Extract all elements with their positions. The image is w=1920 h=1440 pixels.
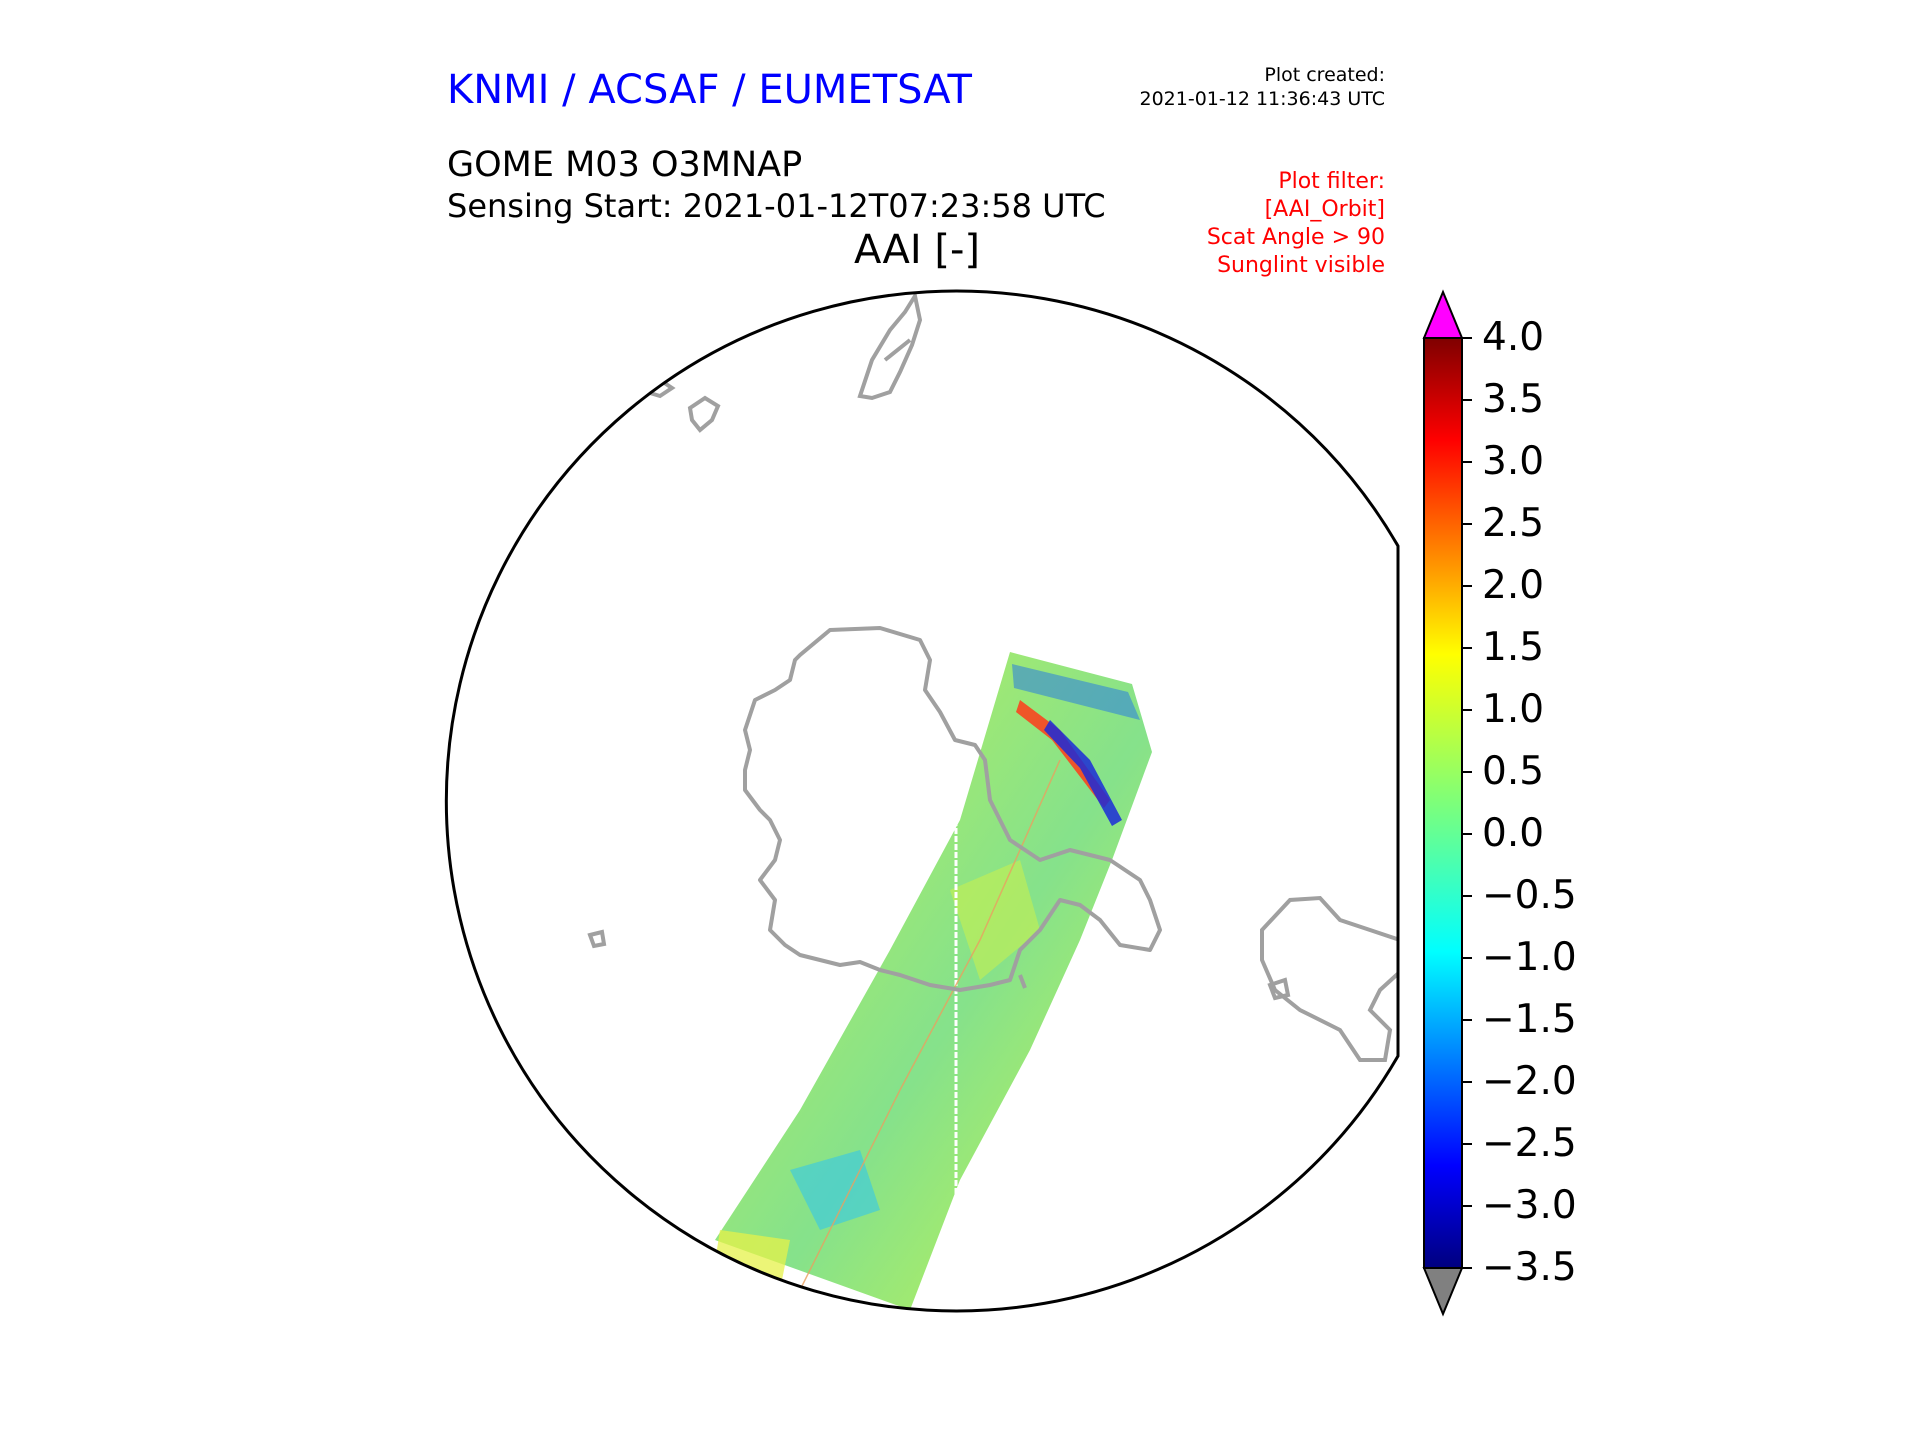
colorbar-gradient — [1423, 337, 1463, 1269]
colorbar-tick-label: 1.0 — [1482, 687, 1545, 732]
aai-swath — [715, 652, 1152, 1310]
colorbar-tick-label: −1.0 — [1482, 935, 1577, 980]
aai-blue-patch — [790, 1150, 880, 1230]
plot-filter-heading: Plot filter: — [1278, 169, 1385, 194]
colorbar-ticks — [1462, 337, 1472, 1269]
colorbar-tick-label: −3.5 — [1482, 1245, 1577, 1290]
sensing-start: Sensing Start: 2021-01-12T07:23:58 UTC — [447, 187, 1106, 225]
plot-filter-orbit: [AAI_Orbit] — [1264, 197, 1385, 222]
colorbar-under-arrow — [1422, 1267, 1464, 1317]
globe-outline — [444, 289, 1400, 1313]
kerguelen-coastline — [587, 929, 607, 949]
aai-mid-band — [950, 860, 1040, 980]
colorbar-tick-label: −3.0 — [1482, 1183, 1577, 1228]
colorbar-tick-label: 0.0 — [1482, 811, 1545, 856]
plot-created-timestamp: 2021-01-12 11:36:43 UTC — [1139, 88, 1386, 110]
colorbar-tick-label: 1.5 — [1482, 625, 1545, 670]
colorbar-tick-label: 0.5 — [1482, 749, 1545, 794]
antarctica-coastline — [743, 626, 1162, 992]
aai-low-band — [1012, 664, 1140, 720]
colorbar-tick-label: −0.5 — [1482, 873, 1577, 918]
aai-high-streak — [1016, 700, 1110, 808]
colorbar-tick-label: 3.5 — [1482, 377, 1545, 422]
colorbar-tick-label: 4.0 — [1482, 315, 1545, 360]
colorbar-tick-label: −2.0 — [1482, 1059, 1577, 1104]
colorbar-tick-label: 2.0 — [1482, 563, 1545, 608]
product-name: GOME M03 O3MNAP — [447, 145, 803, 185]
tasmania-coastline — [1267, 977, 1291, 1001]
plot-filter-scat-angle: Scat Angle > 90 — [1206, 225, 1385, 250]
plot-created-label: Plot created: — [1264, 64, 1385, 86]
south-america-coastline — [857, 291, 923, 401]
colorbar-tick-label: 2.5 — [1482, 501, 1545, 546]
map-title: AAI [-] — [854, 227, 980, 273]
new-zealand-coastline — [1260, 895, 1398, 1062]
macquarie-coastline — [1018, 974, 1027, 989]
aai-low-streak — [1044, 720, 1122, 826]
organization-title: KNMI / ACSAF / EUMETSAT — [447, 67, 972, 113]
colorbar-over-arrow — [1422, 289, 1464, 339]
falklands-coastline — [687, 395, 721, 433]
colorbar-tick-label: −1.5 — [1482, 997, 1577, 1042]
colorbar-tick-label: 3.0 — [1482, 439, 1545, 484]
plot-filter-sunglint: Sunglint visible — [1217, 253, 1385, 278]
swath-thin-line — [799, 759, 1061, 1291]
aai-yellow-patch — [715, 1230, 790, 1290]
colorbar-tick-label: −2.5 — [1482, 1121, 1577, 1166]
